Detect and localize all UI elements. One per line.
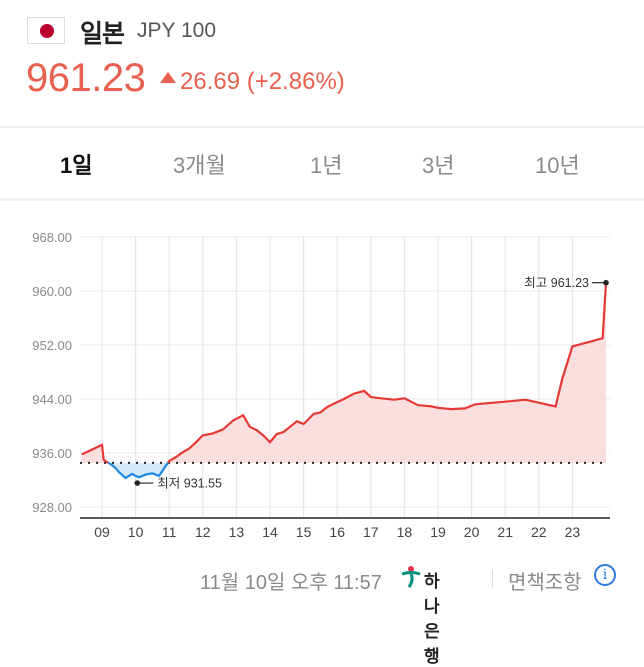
svg-text:18: 18 [397, 524, 413, 540]
timestamp: 11월 10일 오후 11:57 [200, 572, 382, 594]
svg-text:936.00: 936.00 [32, 446, 72, 461]
price-chart[interactable]: 968.00 960.00 952.00 944.00 936.00 928.00 09 1… [0, 210, 644, 550]
divider [0, 126, 644, 128]
price-line-up [81, 282, 608, 464]
svg-text:13: 13 [229, 524, 245, 540]
hana-bank-logo-icon [401, 566, 421, 588]
info-icon[interactable]: i [594, 564, 616, 586]
svg-text:최저 931.55: 최저 931.55 [157, 477, 222, 491]
svg-text:16: 16 [329, 524, 345, 540]
tab-3-months[interactable]: 3개월 [173, 153, 226, 178]
hana-bank-logo: 하나은행 [400, 565, 440, 667]
tab-1-year[interactable]: 1년 [310, 153, 343, 178]
svg-text:12: 12 [195, 524, 211, 540]
disclaimer-link[interactable]: 면책조항 [508, 570, 582, 594]
area-below-baseline [108, 462, 168, 478]
divider [0, 198, 644, 201]
tab-3-years[interactable]: 3년 [422, 153, 455, 178]
svg-text:09: 09 [94, 524, 110, 540]
y-axis-labels: 968.00 960.00 952.00 944.00 936.00 928.00 [32, 230, 72, 515]
japan-flag-icon [27, 17, 65, 44]
svg-text:최고 961.23: 최고 961.23 [524, 276, 589, 290]
current-price: 961.23 [26, 56, 146, 100]
footer: 11월 10일 오후 11:57 하나은행 면책조항 i [0, 560, 644, 667]
bank-name: 하나은행 [424, 572, 440, 667]
svg-text:23: 23 [565, 524, 581, 540]
svg-text:22: 22 [531, 524, 547, 540]
price-change: 26.69 (+2.86%) [180, 68, 345, 95]
svg-text:14: 14 [262, 524, 278, 540]
chart-annotations: 최고 961.23 최저 931.55 [134, 276, 609, 491]
currency-code: JPY 100 [137, 19, 217, 42]
svg-text:11: 11 [162, 524, 177, 540]
svg-text:15: 15 [296, 524, 312, 540]
svg-text:928.00: 928.00 [32, 500, 72, 515]
divider [492, 570, 493, 588]
svg-text:20: 20 [464, 524, 480, 540]
svg-text:21: 21 [497, 524, 513, 540]
tab-1-day[interactable]: 1일 [60, 153, 93, 178]
svg-text:960.00: 960.00 [32, 284, 72, 299]
period-tabs: 1일 3개월 1년 3년 10년 [0, 128, 644, 201]
svg-text:19: 19 [430, 524, 446, 540]
x-axis-labels: 09 10 11 12 13 14 15 16 17 18 19 20 21 22 23 [94, 524, 580, 540]
quote-header: 일본 JPY 100 961.23 26.69 (+2.86%) [0, 0, 644, 125]
price-line-down [107, 461, 169, 480]
svg-text:10: 10 [128, 524, 144, 540]
svg-text:952.00: 952.00 [32, 338, 72, 353]
country-name: 일본 [80, 19, 125, 48]
tab-10-years[interactable]: 10년 [535, 153, 580, 178]
area-above-baseline [81, 282, 607, 463]
triangle-up-icon [160, 72, 176, 83]
svg-text:968.00: 968.00 [32, 230, 72, 245]
svg-text:944.00: 944.00 [32, 392, 72, 407]
svg-text:17: 17 [363, 524, 379, 540]
